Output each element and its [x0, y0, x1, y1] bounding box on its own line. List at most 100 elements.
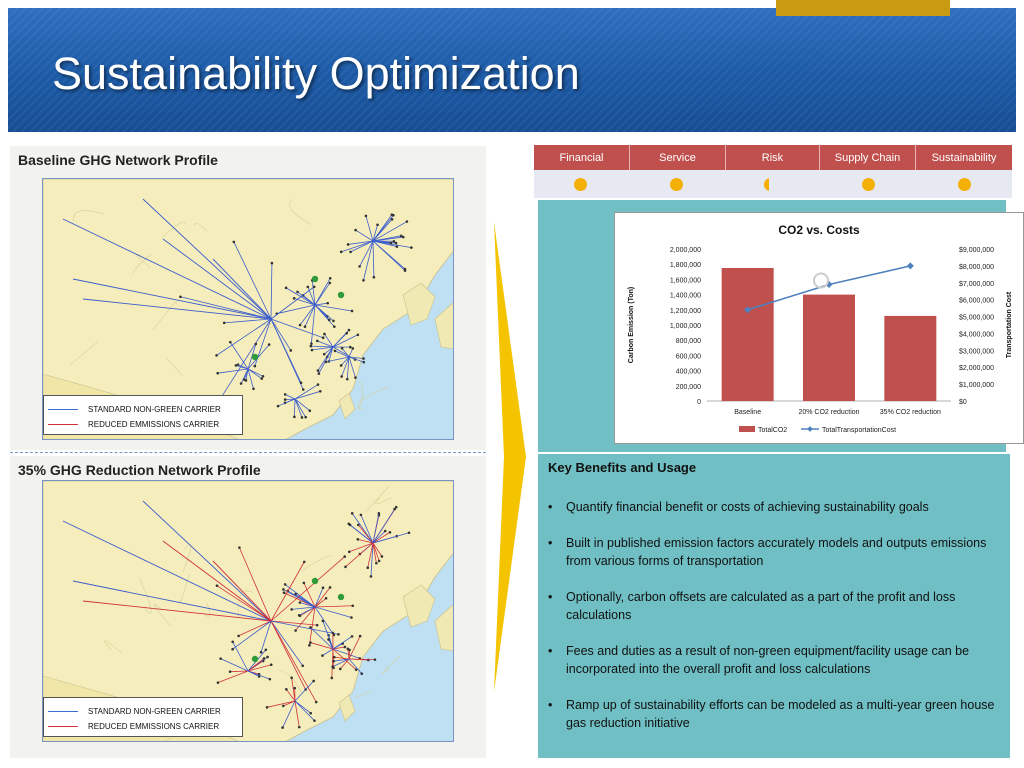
peninsula [402, 282, 436, 326]
route-line [372, 542, 383, 557]
route-line [348, 240, 374, 245]
location-dot [294, 629, 297, 632]
location-dot [315, 339, 319, 343]
route-line [72, 580, 272, 622]
legend-bar-swatch [739, 426, 755, 432]
land-mass [43, 481, 453, 741]
route-line [247, 368, 262, 379]
route-line [372, 221, 408, 242]
location-dot [332, 659, 336, 663]
route-line [270, 286, 315, 320]
tab-sustainability[interactable]: Sustainability [916, 145, 1012, 170]
legend-line-marker [807, 426, 813, 432]
tab-supply-chain[interactable]: Supply Chain [820, 145, 916, 170]
route-line [349, 524, 374, 544]
location-dot [389, 241, 393, 245]
y2-tick-label: $4,000,000 [959, 331, 994, 338]
location-dot [405, 220, 409, 223]
location-dot [326, 301, 330, 305]
border-line [182, 544, 192, 573]
route-line [287, 590, 316, 608]
location-dot [314, 700, 318, 704]
location-dot [268, 677, 272, 681]
risk-status-half-dot-icon [764, 178, 777, 191]
standard-line-swatch [48, 710, 78, 712]
route-line [347, 648, 350, 660]
route-line [307, 286, 316, 306]
location-dot [321, 586, 325, 590]
x-tick-label: 20% CO2 reduction [798, 409, 859, 416]
location-dot [238, 546, 241, 549]
route-line [334, 656, 350, 660]
location-dot [403, 267, 407, 271]
route-line [230, 670, 249, 673]
route-line [360, 514, 374, 544]
location-dot [372, 275, 376, 279]
route-line [309, 606, 316, 646]
location-dot [328, 281, 332, 285]
location-dot [380, 555, 384, 558]
location-dot [377, 512, 381, 515]
location-dot [332, 655, 336, 659]
location-dot [276, 404, 280, 408]
location-dot [354, 228, 357, 232]
key-benefits-title: Key Benefits and Usage [548, 460, 697, 475]
legend-reduced-label: REDUCED EMMISSIONS CARRIER [88, 721, 220, 731]
location-dot [401, 235, 405, 239]
legend-co2-label: TotalCO2 [758, 427, 787, 434]
location-dot [324, 360, 328, 364]
location-dot [394, 241, 398, 245]
route-line [180, 296, 272, 320]
route-line [332, 636, 353, 650]
location-dot [309, 344, 313, 348]
y-tick-label: 2,000,000 [670, 247, 701, 254]
location-dot [302, 581, 306, 585]
route-line [291, 677, 296, 702]
location-dot [392, 239, 396, 243]
route-line [365, 215, 374, 242]
location-dot [283, 393, 287, 396]
y-tick-label: 200,000 [676, 384, 701, 391]
location-dot [310, 348, 314, 352]
location-dot [239, 382, 243, 385]
location-dot [362, 357, 365, 360]
location-dot [339, 364, 343, 367]
location-dot [259, 650, 263, 654]
tab-service[interactable]: Service [630, 145, 726, 170]
standard-line-swatch [48, 408, 78, 410]
location-dot [340, 346, 344, 350]
route-line [303, 582, 316, 608]
border-line [152, 301, 177, 331]
border-line [375, 497, 392, 505]
route-line [82, 600, 272, 622]
location-dot [407, 531, 411, 535]
route-line [370, 542, 374, 577]
x-tick-label: 35% CO2 reduction [880, 409, 941, 416]
y2-tick-label: $9,000,000 [959, 247, 994, 254]
highlight-ring [813, 272, 829, 289]
route-line [318, 346, 334, 374]
y2-tick-label: $1,000,000 [959, 382, 994, 389]
y2-tick-label: $6,000,000 [959, 298, 994, 305]
location-dot [351, 347, 355, 350]
location-dot [321, 336, 325, 340]
benefit-item: Built in published emission factors accu… [548, 534, 1008, 570]
location-dot [350, 616, 353, 619]
location-dot [290, 608, 293, 611]
route-line [270, 620, 306, 690]
route-line [314, 606, 335, 636]
service-status-dot-icon [670, 178, 683, 191]
reduced-line-swatch [48, 423, 78, 425]
tab-financial[interactable]: Financial [534, 145, 630, 170]
peninsula [402, 584, 436, 628]
location-dot [254, 342, 258, 346]
location-dot [257, 675, 261, 678]
island [338, 694, 356, 722]
location-dot [270, 261, 274, 265]
location-dot [306, 285, 310, 289]
border-line [237, 590, 253, 618]
location-dot [290, 676, 293, 680]
tab-risk[interactable]: Risk [726, 145, 820, 170]
route-line [247, 658, 265, 672]
location-dot [333, 349, 337, 353]
